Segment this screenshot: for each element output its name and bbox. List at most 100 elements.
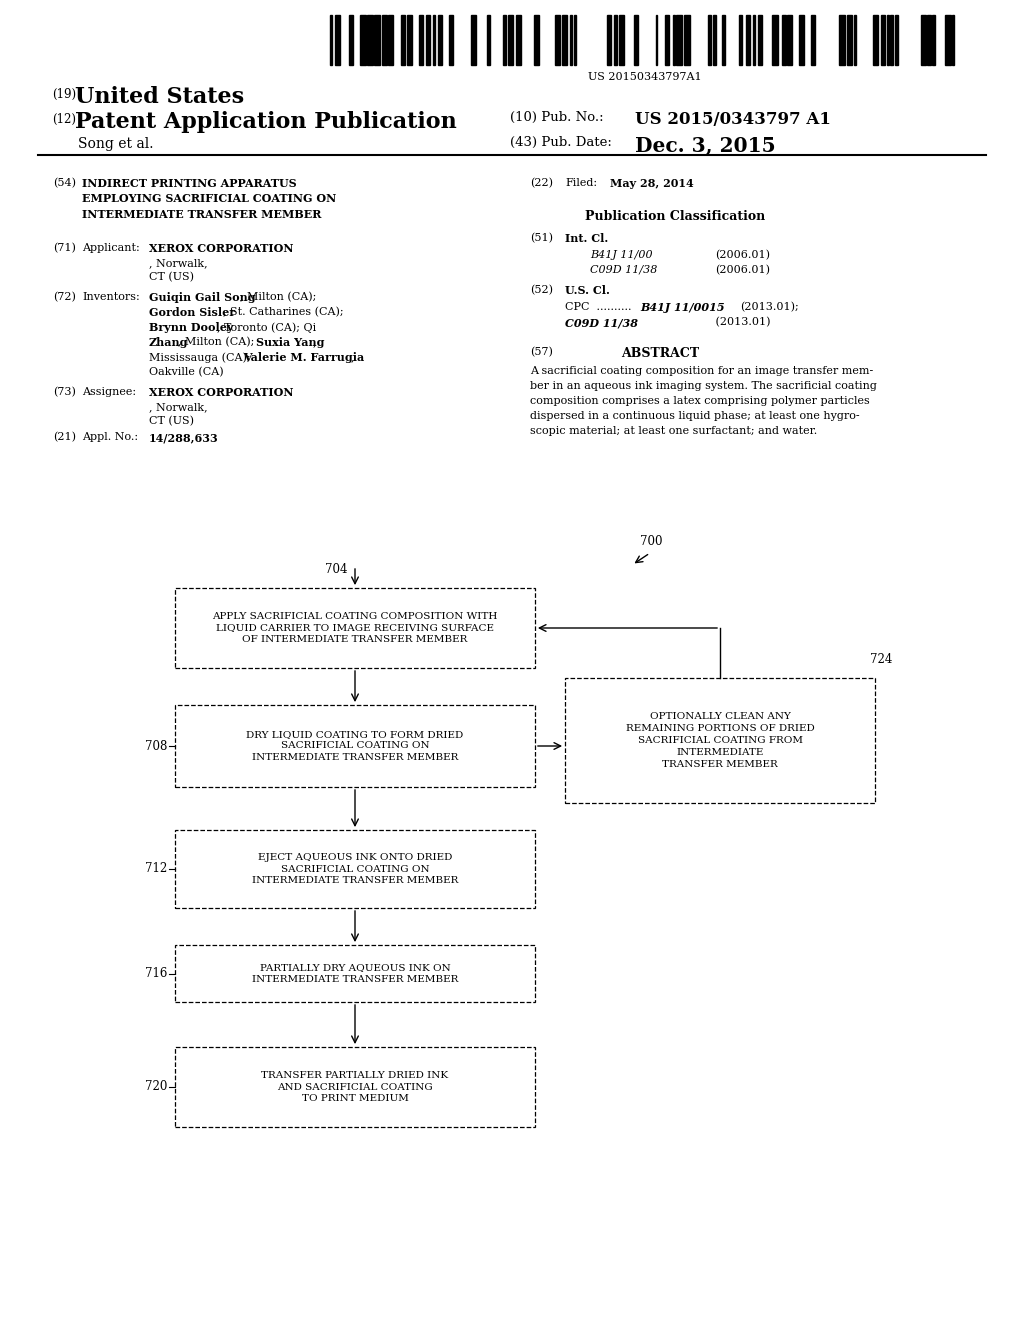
Bar — [840, 15, 845, 65]
Bar — [574, 15, 575, 65]
Text: ber in an aqueous ink imaging system. The sacrificial coating: ber in an aqueous ink imaging system. Th… — [530, 381, 877, 391]
Bar — [419, 15, 424, 65]
Bar — [677, 15, 682, 65]
Bar — [927, 15, 931, 65]
Text: 700: 700 — [640, 535, 663, 548]
Text: (72): (72) — [53, 292, 76, 302]
Text: Zhang: Zhang — [150, 337, 188, 348]
Text: (22): (22) — [530, 178, 553, 189]
Text: C09D 11/38: C09D 11/38 — [565, 317, 638, 327]
Bar — [562, 15, 567, 65]
Text: (19): (19) — [52, 88, 76, 102]
Bar — [565, 678, 874, 803]
Bar — [368, 15, 373, 65]
Text: (57): (57) — [530, 347, 553, 358]
Text: Applicant:: Applicant: — [82, 243, 139, 253]
Text: (73): (73) — [53, 387, 76, 397]
Bar — [781, 15, 786, 65]
Bar — [614, 15, 617, 65]
Text: ,: , — [312, 337, 316, 347]
Text: Oakville (CA): Oakville (CA) — [150, 367, 223, 378]
Text: , Norwalk,
CT (US): , Norwalk, CT (US) — [150, 257, 208, 282]
Text: United States: United States — [75, 86, 244, 108]
Text: (51): (51) — [530, 234, 553, 243]
Bar — [887, 15, 889, 65]
Text: 14/288,633: 14/288,633 — [150, 432, 219, 444]
Text: PARTIALLY DRY AQUEOUS INK ON
INTERMEDIATE TRANSFER MEMBER: PARTIALLY DRY AQUEOUS INK ON INTERMEDIAT… — [252, 964, 458, 983]
Text: Int. Cl.: Int. Cl. — [565, 234, 608, 244]
Bar — [388, 15, 393, 65]
Bar — [516, 15, 521, 65]
Text: Publication Classification: Publication Classification — [585, 210, 765, 223]
Text: (2006.01): (2006.01) — [715, 265, 770, 276]
Bar — [673, 15, 676, 65]
Text: (2006.01): (2006.01) — [715, 249, 770, 260]
Bar — [438, 15, 441, 65]
Bar — [847, 15, 852, 65]
Bar — [534, 15, 539, 65]
Text: dispersed in a continuous liquid phase; at least one hygro-: dispersed in a continuous liquid phase; … — [530, 411, 859, 421]
Text: (21): (21) — [53, 432, 76, 442]
Text: 712: 712 — [144, 862, 167, 875]
Text: B41J 11/00: B41J 11/00 — [590, 249, 652, 260]
Bar — [449, 15, 454, 65]
Text: 708: 708 — [144, 739, 167, 752]
Text: Suxia Yang: Suxia Yang — [256, 337, 324, 348]
Text: 716: 716 — [144, 968, 167, 979]
Bar — [758, 15, 763, 65]
Bar — [618, 15, 625, 65]
Bar — [787, 15, 793, 65]
Text: Patent Application Publication: Patent Application Publication — [75, 111, 457, 133]
Bar — [401, 15, 404, 65]
Bar — [607, 15, 611, 65]
Bar — [503, 15, 506, 65]
Bar — [335, 15, 340, 65]
Text: , Norwalk,
CT (US): , Norwalk, CT (US) — [150, 403, 208, 426]
Text: , Toronto (CA); Qi: , Toronto (CA); Qi — [217, 322, 316, 333]
Bar — [175, 587, 535, 668]
Text: (71): (71) — [53, 243, 76, 253]
Text: composition comprises a latex comprising polymer particles: composition comprises a latex comprising… — [530, 396, 869, 407]
Text: XEROX CORPORATION: XEROX CORPORATION — [150, 243, 294, 253]
Bar — [175, 1047, 535, 1127]
Text: Brynn Dooley: Brynn Dooley — [150, 322, 233, 333]
Text: 724: 724 — [870, 653, 892, 667]
Bar — [713, 15, 717, 65]
Bar — [349, 15, 352, 65]
Text: Gordon Sisler: Gordon Sisler — [150, 308, 236, 318]
Bar — [738, 15, 742, 65]
Bar — [811, 15, 815, 65]
Text: Inventors:: Inventors: — [82, 292, 139, 302]
Bar — [895, 15, 898, 65]
Bar — [471, 15, 476, 65]
Bar — [746, 15, 751, 65]
Bar — [945, 15, 950, 65]
Text: (43) Pub. Date:: (43) Pub. Date: — [510, 136, 612, 149]
Bar — [330, 15, 332, 65]
Text: APPLY SACRIFICIAL COATING COMPOSITION WITH
LIQUID CARRIER TO IMAGE RECEIVING SUR: APPLY SACRIFICIAL COATING COMPOSITION WI… — [212, 611, 498, 644]
Text: US 2015/0343797 A1: US 2015/0343797 A1 — [635, 111, 830, 128]
Text: Mississauga (CA);: Mississauga (CA); — [150, 352, 254, 363]
Bar — [722, 15, 725, 65]
Bar — [508, 15, 513, 65]
Bar — [374, 15, 380, 65]
Text: INDIRECT PRINTING APPARATUS
EMPLOYING SACRIFICIAL COATING ON
INTERMEDIATE TRANSF: INDIRECT PRINTING APPARATUS EMPLOYING SA… — [82, 178, 336, 220]
Text: Assignee:: Assignee: — [82, 387, 136, 397]
Text: (2013.01): (2013.01) — [565, 317, 770, 327]
Text: U.S. Cl.: U.S. Cl. — [565, 285, 610, 296]
Text: ABSTRACT: ABSTRACT — [621, 347, 699, 360]
Text: Dec. 3, 2015: Dec. 3, 2015 — [635, 135, 775, 154]
Text: Song et al.: Song et al. — [78, 137, 154, 150]
Text: DRY LIQUID COATING TO FORM DRIED
SACRIFICIAL COATING ON
INTERMEDIATE TRANSFER ME: DRY LIQUID COATING TO FORM DRIED SACRIFI… — [247, 730, 464, 762]
Bar — [854, 15, 856, 65]
Bar — [360, 15, 366, 65]
Text: Valerie M. Farrugia: Valerie M. Farrugia — [243, 352, 364, 363]
Bar — [952, 15, 954, 65]
Bar — [175, 705, 535, 787]
Text: C09D 11/38: C09D 11/38 — [590, 265, 657, 275]
Text: , Milton (CA);: , Milton (CA); — [241, 292, 316, 302]
Bar — [772, 15, 778, 65]
Text: May 28, 2014: May 28, 2014 — [610, 178, 693, 189]
Bar — [684, 15, 690, 65]
Bar — [800, 15, 804, 65]
